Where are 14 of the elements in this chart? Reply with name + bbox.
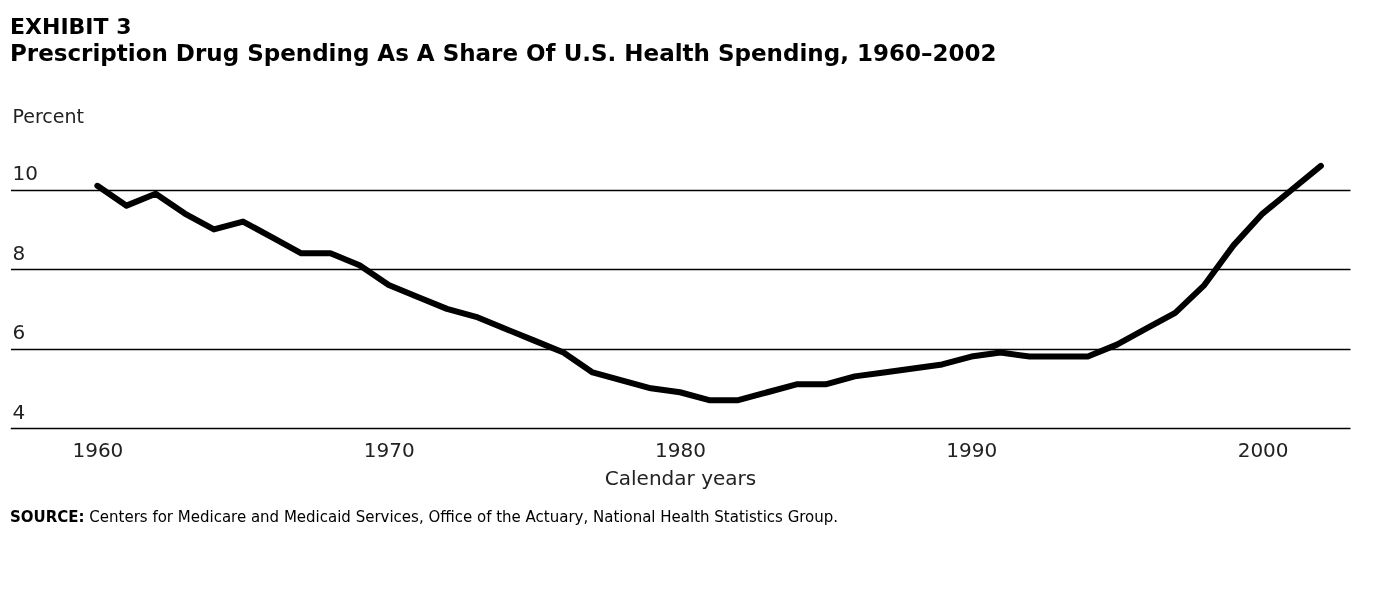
x-tick-label: 1970 — [363, 437, 415, 462]
chart-subtitle: Prescription Drug Spending As A Share Of U.S. Health Spending, 1960–2002 — [10, 40, 997, 66]
y-tick-label: 8 — [12, 240, 26, 265]
chart-title: EXHIBIT 3 — [10, 14, 132, 39]
y-tick-label: 10 — [12, 161, 38, 186]
x-tick-label: 1960 — [72, 437, 124, 462]
x-axis-title: Calendar years — [604, 465, 757, 490]
x-tick-label: 1990 — [946, 437, 998, 462]
x-tick-label: 1980 — [655, 437, 706, 462]
source-note: SOURCE: Centers for Medicare and Medicaid Services, Office of the Actuary, National Health Statistics Group. — [10, 508, 840, 526]
y-tick-label: 6 — [12, 320, 26, 345]
y-axis-title: Percent — [12, 104, 84, 127]
x-tick-label: 2000 — [1237, 437, 1289, 462]
y-tick-label: 4 — [12, 399, 26, 424]
